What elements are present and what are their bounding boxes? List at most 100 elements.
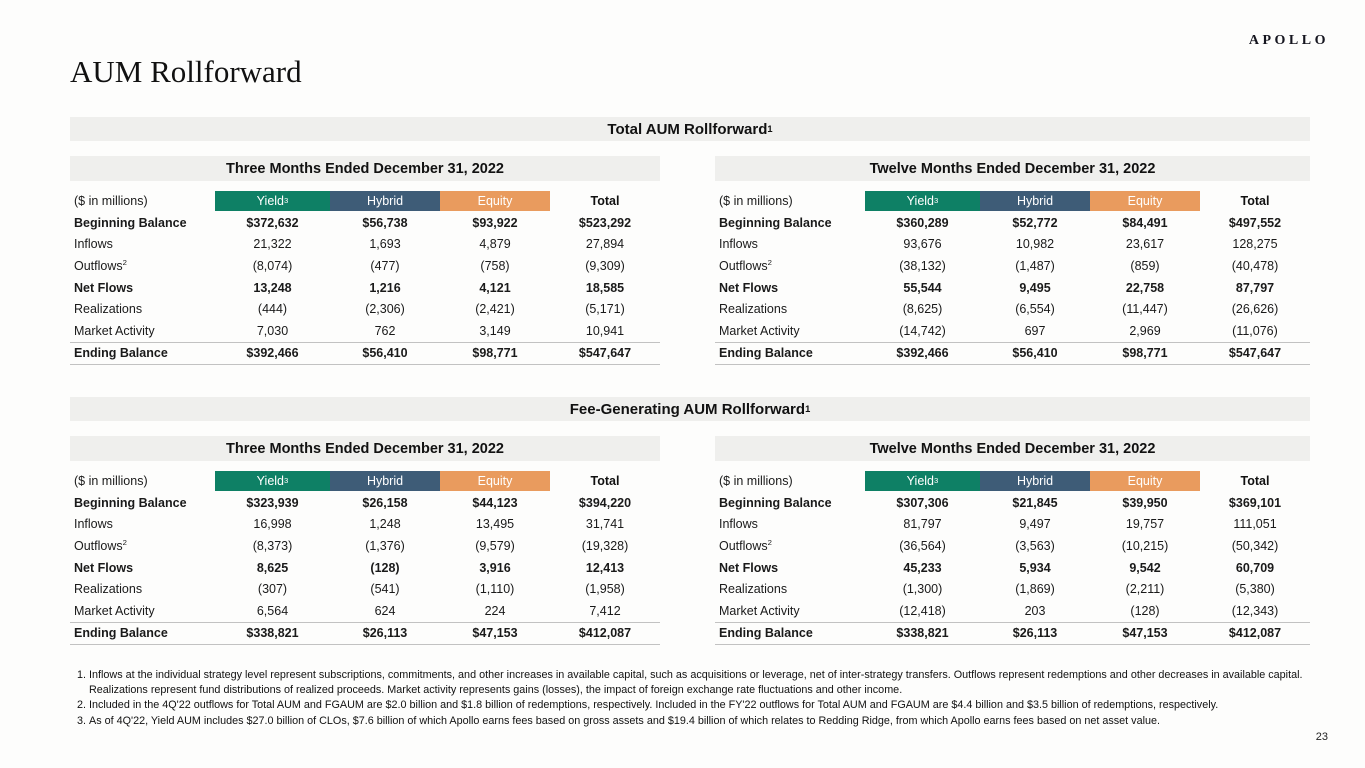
column-header-total: Total <box>550 194 660 208</box>
cell-value: (10,215) <box>1121 538 1169 553</box>
cell-value: 18,585 <box>585 280 625 295</box>
apollo-logo: APOLLO <box>1248 33 1329 48</box>
row-label: Inflows <box>715 237 865 251</box>
cell-value: (36,564) <box>899 538 946 553</box>
row-label: Inflows <box>70 237 215 251</box>
label-text: Beginning Balance <box>719 215 832 230</box>
label-text: Net Flows <box>719 560 779 575</box>
table-row: Realizations (8,625) (6,554) (11,447) (26,62… <box>715 298 1310 320</box>
cell-value: 224 <box>484 603 506 618</box>
cell-value: $369,101 <box>1228 495 1282 510</box>
aum-table: Three Months Ended December 31, 2022 ($ i… <box>70 156 660 366</box>
cell-value: 1,248 <box>369 517 401 532</box>
cell-value: (2,421) <box>475 302 515 317</box>
cell-value: (19,328) <box>581 538 629 553</box>
cell-value: (8,074) <box>252 258 293 273</box>
cell-value: (128) <box>1130 603 1160 618</box>
cell-value: $47,153 <box>1122 626 1168 641</box>
cell-value: (14,742) <box>899 323 946 338</box>
cell-value: 93,676 <box>903 237 942 252</box>
table-period-title: Twelve Months Ended December 31, 2022 <box>715 156 1310 181</box>
table-row: Inflows 81,797 9,497 19,757 111,051 <box>715 514 1310 536</box>
cell-value: 2,969 <box>1129 323 1161 338</box>
cell-value: 6,564 <box>256 603 289 618</box>
cell-value: $93,922 <box>472 215 518 230</box>
row-label: Market Activity <box>70 604 215 618</box>
cell-value: (1,376) <box>365 538 405 553</box>
cell-value: (444) <box>257 302 288 317</box>
label-text: Equity <box>477 474 513 488</box>
units-label: ($ in millions) <box>719 194 793 208</box>
row-label: Realizations <box>715 302 865 316</box>
cell-value: (26,626) <box>1231 302 1279 317</box>
cell-value: 45,233 <box>903 560 942 575</box>
row-label: Outflows2 <box>715 257 865 273</box>
row-label: Inflows <box>715 517 865 531</box>
column-header-equity: Equity <box>1090 471 1200 491</box>
row-label: Outflows2 <box>70 538 215 553</box>
label-text: Realizations <box>719 582 788 597</box>
label-text: Equity <box>1127 474 1163 488</box>
cell-value: (1,487) <box>1015 258 1055 273</box>
label-text: Market Activity <box>74 323 155 338</box>
row-label: Outflows2 <box>715 538 865 553</box>
table-row: Beginning Balance $323,939 $26,158 $44,123 $… <box>70 492 660 514</box>
label-text: Outflows <box>719 258 768 273</box>
cell-value: $84,491 <box>1122 215 1168 230</box>
cell-value: 31,741 <box>585 517 625 532</box>
cell-value: (1,110) <box>475 582 515 597</box>
table-row: Net Flows 55,544 9,495 22,758 87,797 <box>715 277 1310 299</box>
cell-value: (40,478) <box>1231 258 1279 273</box>
table-row: Outflows2 (36,564) (3,563) (10,215) (50,342) <box>715 535 1310 557</box>
label-text: Outflows <box>74 258 123 273</box>
column-header-hybrid: Hybrid <box>330 191 440 211</box>
label-text: Hybrid <box>1016 474 1054 488</box>
cell-value: 762 <box>374 323 396 338</box>
label-text: Hybrid <box>366 194 404 208</box>
table-row: Realizations (1,300) (1,869) (2,211) (5,380) <box>715 578 1310 600</box>
cell-value: 7,030 <box>256 323 289 338</box>
table-row: Ending Balance $392,466 $56,410 $98,771 $547… <box>715 341 1310 366</box>
section-title: Fee-Generating AUM Rollforward 1 <box>70 397 1310 421</box>
label-text: Beginning Balance <box>719 495 832 510</box>
cell-value: 1,693 <box>369 237 401 252</box>
cell-value: (3,563) <box>1015 538 1055 553</box>
cell-value: (541) <box>370 582 400 597</box>
footnote: Included in the 4Q'22 outflows for Total… <box>89 698 1334 713</box>
column-header-equity: Equity <box>440 191 550 211</box>
cell-value: 4,121 <box>479 280 511 295</box>
label-text: Beginning Balance <box>74 495 187 510</box>
table-row: Market Activity 6,564 624 224 7,412 <box>70 600 660 622</box>
column-header-total: Total <box>1200 474 1310 488</box>
label-text: Outflows <box>74 538 123 553</box>
cell-value: $412,087 <box>1228 626 1282 641</box>
table-period-title: Three Months Ended December 31, 2022 <box>70 156 660 181</box>
row-label: Beginning Balance <box>70 496 215 510</box>
row-label: Net Flows <box>715 561 865 575</box>
row-label: Ending Balance <box>715 346 865 360</box>
units-label: ($ in millions) <box>719 474 793 488</box>
row-label: Beginning Balance <box>715 496 865 510</box>
page-title: AUM Rollforward <box>70 54 302 89</box>
label-text: Yield <box>256 474 285 488</box>
superscript: 2 <box>767 257 772 267</box>
column-header-row: ($ in millions) Yield 3 Hybrid Equity Total <box>70 471 660 491</box>
cell-value: (11,447) <box>1122 302 1168 317</box>
row-label: Net Flows <box>70 281 215 295</box>
table-row: Inflows 21,322 1,693 4,879 27,894 <box>70 234 660 256</box>
label-text: Net Flows <box>74 560 134 575</box>
cell-value: $26,113 <box>1012 626 1058 641</box>
cell-value: $338,821 <box>246 626 299 641</box>
cell-value: $56,410 <box>1012 346 1058 361</box>
cell-value: $52,772 <box>1012 215 1058 230</box>
cell-value: $523,292 <box>578 215 632 230</box>
units-label: ($ in millions) <box>74 474 148 488</box>
table-row: Outflows2 (8,373) (1,376) (9,579) (19,328) <box>70 535 660 557</box>
cell-value: 7,412 <box>589 603 621 618</box>
cell-value: 9,542 <box>1129 560 1161 575</box>
table-period-title: Three Months Ended December 31, 2022 <box>70 436 660 461</box>
cell-value: $39,950 <box>1122 495 1168 510</box>
cell-value: 4,879 <box>479 237 511 252</box>
cell-value: (50,342) <box>1231 538 1279 553</box>
